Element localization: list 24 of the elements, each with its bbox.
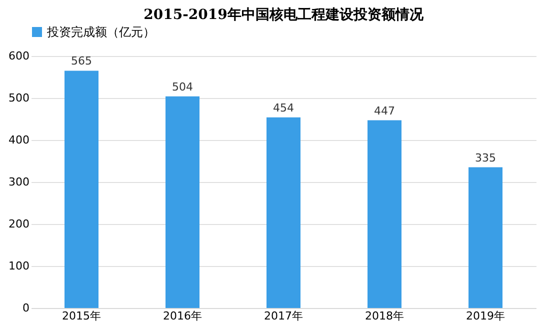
x-tick-label: 2016年: [163, 310, 202, 322]
bar: [368, 120, 402, 308]
bar: [468, 167, 502, 308]
x-tick-label: 2017年: [264, 310, 303, 322]
chart-title: 2015-2019年中国核电工程建设投资额情况: [144, 6, 424, 23]
y-tick-label: 400: [8, 134, 30, 146]
data-label: 335: [475, 151, 496, 164]
x-tick-label: 2015年: [62, 310, 101, 322]
bar: [64, 70, 98, 308]
x-tick-label: 2018年: [365, 310, 404, 322]
y-tick-label: 500: [8, 92, 30, 104]
data-label: 454: [273, 101, 294, 114]
data-label: 565: [71, 54, 92, 68]
bar: [166, 96, 200, 308]
y-tick-label: 300: [8, 176, 30, 188]
y-tick-label: 600: [8, 50, 30, 62]
y-tick-label: 100: [8, 260, 30, 272]
bar: [266, 117, 300, 308]
data-label: 504: [172, 80, 193, 94]
data-label: 447: [374, 104, 395, 118]
y-tick-label: 0: [22, 302, 30, 314]
x-tick-label: 2019年: [466, 310, 505, 322]
legend-label: 投资完成额（亿元）: [46, 25, 155, 39]
y-tick-label: 200: [8, 218, 30, 230]
